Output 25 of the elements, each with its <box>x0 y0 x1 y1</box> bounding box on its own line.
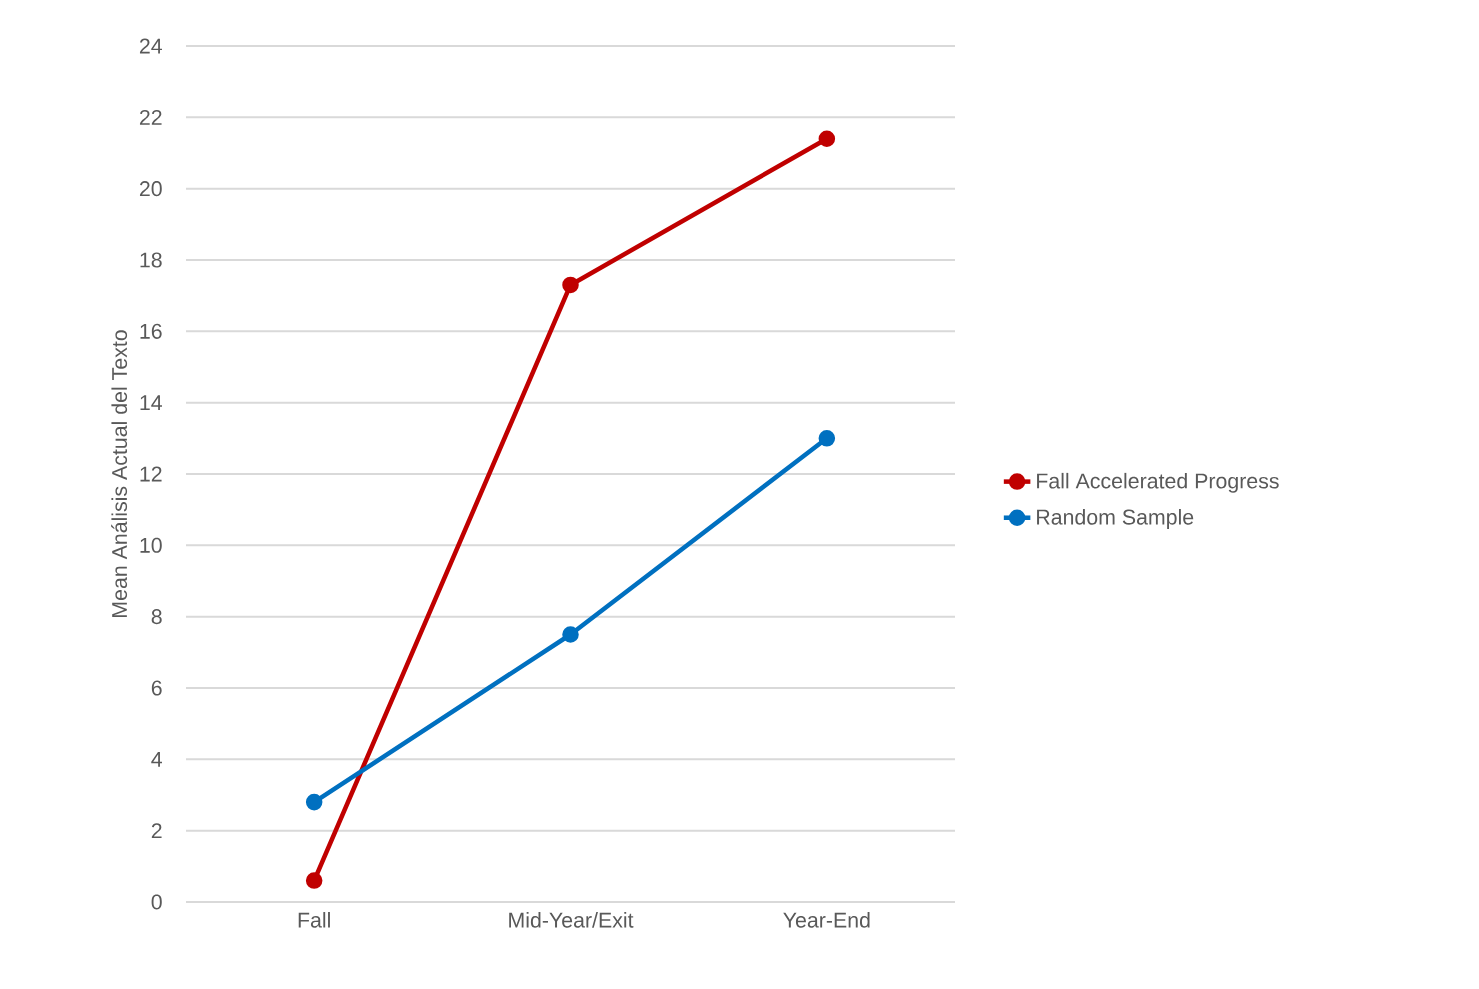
x-tick-label: Mid-Year/Exit <box>509 912 634 928</box>
y-axis-title: Mean Análisis Actual del Texto <box>111 330 128 617</box>
point <box>305 872 323 889</box>
y-tick-label: 24 <box>139 38 162 54</box>
y-tick-label: 18 <box>140 252 162 268</box>
y-tick-label: 22 <box>139 109 162 125</box>
point <box>562 626 579 643</box>
y-tick-label: 16 <box>140 323 162 339</box>
point <box>562 276 579 294</box>
point <box>818 430 836 447</box>
y-tick-label: 0 <box>151 894 162 910</box>
x-tick-label: Year-End <box>783 912 870 928</box>
y-tick-label: 4 <box>151 751 162 767</box>
y-tick-label: 6 <box>151 680 162 696</box>
y-tick-label: 12 <box>140 466 162 482</box>
x-tick-label: Fall <box>298 912 330 928</box>
y-tick-label: 8 <box>151 609 162 625</box>
y-tick-label: 14 <box>140 395 162 410</box>
y-tick-label: 2 <box>151 823 162 839</box>
y-tick-label: 20 <box>139 181 162 197</box>
legend-label: Random Sample <box>1037 509 1194 529</box>
point <box>818 130 836 147</box>
legend-label: Fall Accelerated Progress <box>1037 472 1279 493</box>
y-tick-label: 10 <box>140 537 162 553</box>
point <box>305 793 323 811</box>
